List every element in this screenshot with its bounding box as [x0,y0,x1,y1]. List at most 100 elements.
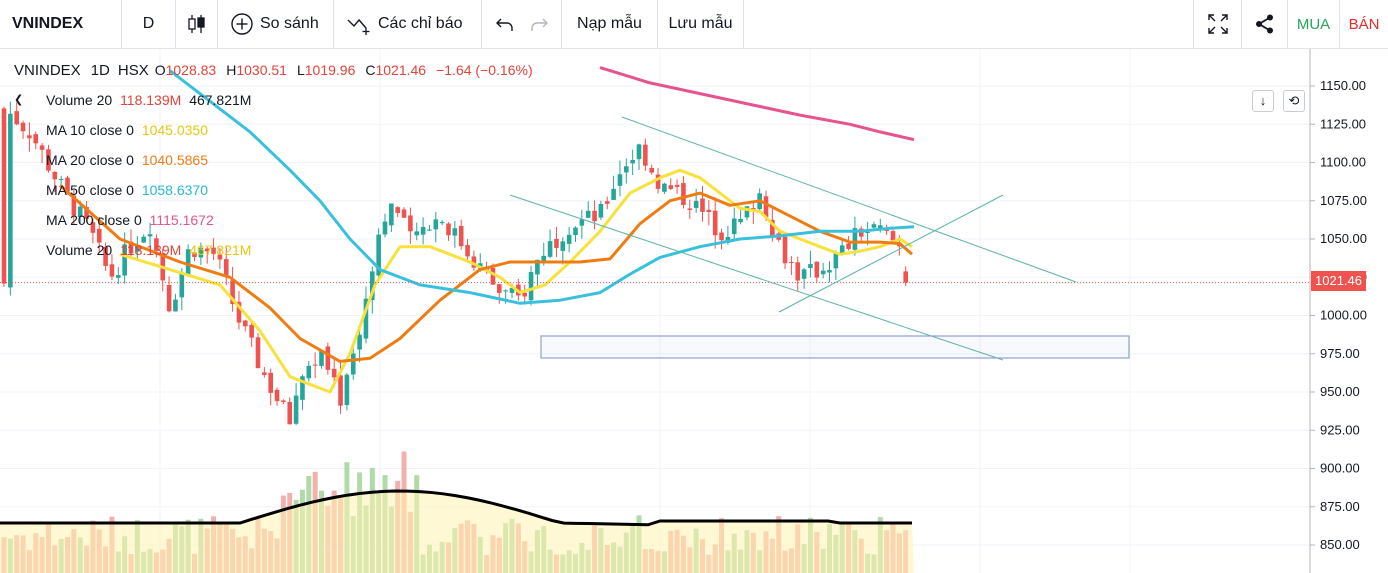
candle-body [135,245,140,252]
candle-body [490,267,496,285]
candle-body [58,178,64,180]
candle-body [274,389,280,402]
candle-body [8,113,13,288]
legend-ma50-row[interactable]: MA 50 close 0 1058.6370 [46,182,208,198]
candle-body [566,234,572,244]
ma20-line [59,184,913,363]
candle-body [109,264,115,277]
candle-body [541,255,547,263]
candle-body [573,227,578,236]
candle-body [293,395,299,424]
candle-body [700,198,705,212]
candle-body [287,401,293,425]
candle-body [846,243,851,249]
candle-body [344,374,350,406]
low-label: L [296,62,305,78]
candle-body [649,167,654,173]
indicator-value: 118.139M [120,92,182,108]
candle-body [370,271,375,301]
candle-body [243,320,248,327]
share-button[interactable] [1242,0,1288,49]
candle-body [116,275,121,278]
candle-body [674,184,680,187]
price-axis[interactable]: 1150.001125.001100.001075.001050.001025.… [0,49,1367,573]
candle-body [770,219,775,237]
buy-button[interactable]: MUA [1288,0,1340,49]
volume-ma-line [0,489,912,527]
reset-chart-button[interactable]: ⟲ [1283,90,1305,112]
redo-icon[interactable] [529,15,549,33]
low-value: 1019.96 [304,62,356,78]
candle-body [33,134,39,144]
fullscreen-icon [1207,14,1228,34]
load-template-button[interactable]: Nạp mẫu [562,0,658,49]
candle-body [465,245,470,257]
candle-body [611,188,616,200]
candle-body [77,206,83,218]
scroll-to-latest-button[interactable]: ↓ [1252,90,1274,112]
candle-body [617,174,623,186]
interval-button[interactable]: D [122,0,176,49]
candle-body [14,111,19,125]
compare-label: So sánh [260,15,319,32]
candle-body [801,269,807,279]
sell-button[interactable]: BÁN [1340,0,1388,49]
candle-body [147,234,153,237]
candle-body [795,262,801,281]
price-tick-label: 900.00 [1320,461,1360,476]
candle-body [738,218,743,223]
ma50-line [169,69,915,305]
candle-body [827,270,832,273]
legend-ma200-row[interactable]: MA 200 close 0 1115.1672 [46,212,214,228]
close-value: 1021.46 [375,62,427,78]
indicator-name: MA 20 close 0 [46,152,134,168]
candle-body [903,271,908,283]
candle-body [497,284,502,293]
candle-body [223,259,229,277]
close-label: C [365,62,376,78]
trendline-drawings[interactable] [509,116,1130,361]
price-chart[interactable]: 1150.001125.001100.001075.001050.001025.… [0,49,1388,573]
candle-body [719,232,724,241]
indicator-value: 1115.1672 [149,212,214,228]
save-template-button[interactable]: Lưu mẫu [658,0,744,49]
candle-body [192,253,197,257]
indicator-value-2: 467.821M [189,242,252,258]
candle-body [871,224,877,228]
legend-ma10-row[interactable]: MA 10 close 0 1045.0350 [46,122,208,138]
undo-icon[interactable] [495,15,515,33]
indicator-name: MA 50 close 0 [46,182,134,198]
price-tick-label: 850.00 [1320,537,1360,552]
candle-body [338,375,343,406]
candle-body [211,247,216,254]
legend-volume-row[interactable]: Volume 20 118.139M 467.821M [46,92,251,108]
candle-body [331,368,337,378]
support-zone-rectangle [540,335,1130,359]
plus-circle-icon [231,13,253,35]
open-value: 1028.83 [165,62,217,78]
compare-button[interactable]: So sánh [218,0,334,49]
fullscreen-button[interactable] [1194,0,1242,49]
price-tick-label: 950.00 [1320,384,1360,399]
legend-ma20-row[interactable]: MA 20 close 0 1040.5865 [46,152,208,168]
indicators-button[interactable]: Các chỉ báo [334,0,482,49]
candle-body [319,350,324,366]
undo-redo-group [482,0,562,49]
chart-legend: VNINDEX 1D HSX O1028.83 H1030.51 L1019.9… [14,62,533,79]
candle-body [509,287,515,293]
candle-body [84,207,89,219]
candle-body [522,292,527,297]
collapse-legend-icon[interactable]: ❮ [14,94,24,106]
symbol-search-button[interactable]: VNINDEX [0,0,122,49]
candle-body [300,376,305,400]
candle-body [281,400,286,403]
save-template-label: Lưu mẫu [668,15,733,32]
candle-body [833,252,839,269]
candle-body [198,247,204,258]
chart-type-button[interactable] [176,0,218,49]
last-price-label: 1021.46 [1311,271,1366,291]
candle-body [744,206,750,218]
candle-body [312,364,318,366]
candle-body [363,298,369,339]
legend-volume-ma-row[interactable]: Volume 20 118.139M 467.821M [46,242,251,258]
